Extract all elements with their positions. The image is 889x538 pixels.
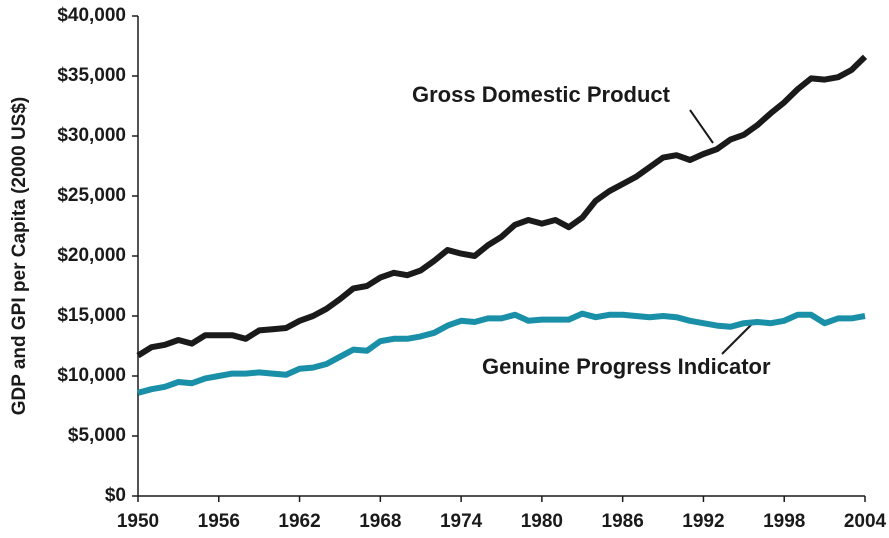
x-tick-label: 1950: [117, 511, 159, 532]
y-tick-label: $25,000: [57, 185, 126, 206]
x-tick-label: 1962: [278, 511, 320, 532]
x-tick-label: 1998: [763, 511, 805, 532]
y-tick-label: $10,000: [57, 365, 126, 386]
x-tick-label: 1956: [198, 511, 240, 532]
x-tick-label: 1974: [440, 511, 483, 532]
series-line: [136, 54, 868, 359]
x-tick-label: 1992: [682, 511, 724, 532]
y-tick-label: $15,000: [57, 305, 126, 326]
y-tick-label: $20,000: [57, 245, 126, 266]
leader-line: [689, 109, 714, 144]
x-tick-label: 1968: [359, 511, 401, 532]
y-tick-label: $30,000: [57, 125, 126, 146]
y-tick-label: $0: [105, 485, 126, 506]
x-tick-label: 1986: [602, 511, 644, 532]
series-line: [137, 310, 866, 396]
x-tick-label: 1980: [521, 511, 563, 532]
x-tick-label: 2004: [844, 511, 887, 532]
annotation: Gross Domestic Product: [412, 82, 671, 107]
y-tick-label: $5,000: [68, 425, 126, 446]
y-tick-label: $40,000: [57, 5, 126, 26]
y-tick-label: $35,000: [57, 65, 126, 86]
annotation: Genuine Progress Indicator: [482, 354, 771, 379]
y-axis-label: GDP and GPI per Capita (2000 US$): [9, 97, 30, 416]
leader-line: [721, 323, 753, 355]
